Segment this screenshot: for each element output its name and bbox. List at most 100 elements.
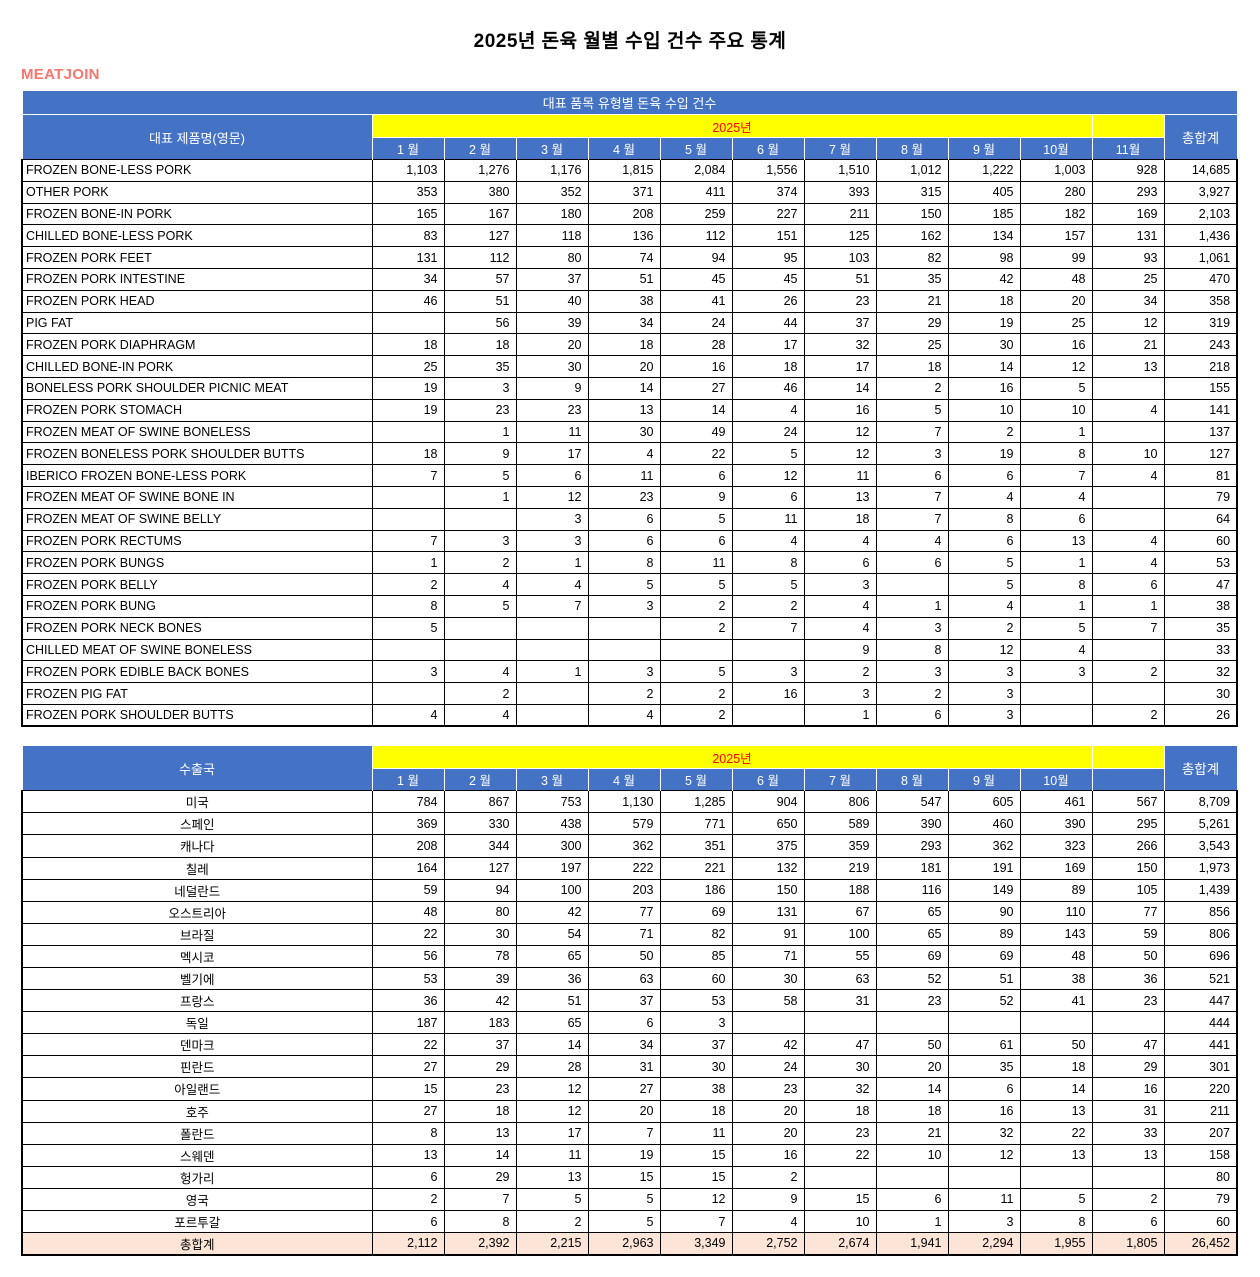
value-cell: 63 — [803, 966, 877, 991]
value-cell: 7 — [443, 1187, 517, 1212]
value-cell: 42 — [443, 989, 517, 1013]
value-cell: 34 — [371, 267, 445, 291]
value-cell: 23 — [515, 398, 589, 422]
value-cell: 188 — [803, 878, 877, 902]
row-total-cell: 211 — [1163, 1099, 1238, 1123]
table-row: FROZEN MEAT OF SWINE BONE IN 1 12 23 9 6 13 7 4 4… — [21, 485, 1239, 509]
value-cell: 29 — [875, 311, 949, 335]
value-cell: 3 — [947, 1209, 1021, 1234]
table-row: CHILLED BONE-LESS PORK 83 127 118 136 112 151 1… — [21, 224, 1239, 248]
value-cell: 18 — [1019, 1055, 1093, 1079]
value-cell: 12 — [515, 1077, 589, 1101]
year-band-extra-cell — [1091, 114, 1165, 138]
table-row: 멕시코 56 78 65 50 85 71 55 69 69 48 50 696 — [21, 944, 1238, 968]
value-cell: 30 — [515, 355, 589, 378]
value-cell: 8 — [731, 551, 805, 575]
value-cell: 6 — [731, 485, 805, 509]
value-cell: 186 — [659, 878, 733, 902]
table-row: FROZEN PIG FAT 2 2 2 16 3 2 3 30 — [21, 682, 1239, 705]
value-cell: 2,215 — [515, 1232, 589, 1256]
value-cell: 351 — [659, 834, 733, 858]
value-cell: 15 — [803, 1187, 877, 1212]
value-cell: 315 — [875, 180, 949, 204]
value-cell: 6 — [371, 1165, 445, 1189]
row-name-cell: 벨기에 — [21, 966, 373, 991]
row-total-cell: 60 — [1163, 1209, 1238, 1234]
value-cell: 3 — [875, 660, 949, 684]
row-name-cell: 오스트리아 — [21, 900, 373, 924]
value-cell: 14 — [947, 355, 1021, 378]
row-total-cell: 14,685 — [1163, 159, 1239, 182]
row-name-cell: FROZEN MEAT OF SWINE BONELESS — [21, 420, 373, 444]
value-cell: 344 — [443, 834, 517, 858]
value-cell: 7 — [875, 507, 949, 531]
value-cell: 23 — [803, 289, 877, 313]
table-row: FROZEN BONELESS PORK SHOULDER BUTTS 18 9 17… — [21, 442, 1239, 466]
table-row: FROZEN PORK FEET 131 112 80 74 94 95 103 82 98 99 9… — [21, 246, 1239, 269]
value-cell: 65 — [515, 944, 589, 968]
table-row: FROZEN PORK INTESTINE 34 57 37 51 45 45 51 35 42 4… — [21, 267, 1239, 291]
value-cell: 11 — [731, 507, 805, 531]
value-cell: 52 — [947, 989, 1021, 1013]
value-cell: 69 — [875, 944, 949, 968]
table-row: FROZEN MEAT OF SWINE BONELESS 1 11 30 49 24 12… — [21, 420, 1239, 444]
value-cell: 59 — [1091, 922, 1165, 946]
value-cell: 330 — [443, 812, 517, 836]
value-cell: 4 — [803, 529, 877, 553]
value-cell: 3 — [443, 529, 517, 553]
value-cell — [1019, 703, 1093, 728]
row-total-cell: 53 — [1163, 551, 1239, 575]
year-band: 2025년 — [371, 114, 1093, 138]
value-cell: 71 — [731, 944, 805, 968]
table-row: 브라질 22 30 54 71 82 91 100 65 89 143 59 806 — [21, 922, 1238, 946]
table-row: 폴란드 8 13 17 7 11 20 23 21 32 22 33 207 — [21, 1121, 1238, 1145]
row-total-cell: 32 — [1163, 660, 1239, 684]
value-cell: 1 — [1019, 551, 1093, 575]
value-cell: 30 — [947, 333, 1021, 357]
value-cell: 2 — [371, 573, 445, 596]
value-cell: 91 — [731, 922, 805, 946]
value-cell: 6 — [659, 464, 733, 487]
row-name-cell: FROZEN PORK STOMACH — [21, 398, 373, 422]
row-name-cell: 독일 — [21, 1011, 373, 1035]
value-cell: 23 — [731, 1077, 805, 1101]
value-cell: 10 — [1091, 442, 1165, 466]
value-cell: 42 — [947, 267, 1021, 291]
value-cell: 183 — [443, 1011, 517, 1035]
value-cell: 13 — [1091, 1143, 1165, 1167]
month-header: 3 월 — [515, 768, 589, 791]
value-cell: 38 — [1019, 966, 1093, 991]
value-cell: 1 — [443, 420, 517, 444]
value-cell: 20 — [515, 333, 589, 357]
value-cell: 411 — [659, 180, 733, 204]
value-cell: 7 — [875, 485, 949, 509]
value-cell: 71 — [587, 922, 661, 946]
value-cell: 60 — [659, 966, 733, 991]
value-cell: 1,176 — [515, 159, 589, 182]
value-cell: 4 — [803, 616, 877, 640]
value-cell: 34 — [587, 311, 661, 335]
value-cell: 293 — [875, 834, 949, 858]
value-cell: 51 — [803, 267, 877, 291]
value-cell: 5 — [587, 1187, 661, 1212]
value-cell: 180 — [515, 202, 589, 226]
value-cell: 1,815 — [587, 159, 661, 182]
value-cell: 1 — [515, 660, 589, 684]
value-cell: 2,294 — [947, 1232, 1021, 1256]
value-cell: 1 — [1019, 420, 1093, 444]
value-cell: 82 — [875, 246, 949, 269]
value-cell: 22 — [1019, 1121, 1093, 1145]
value-cell: 2 — [947, 616, 1021, 640]
row-total-cell: 2,103 — [1163, 202, 1239, 226]
row-name-cell: 브라질 — [21, 922, 373, 946]
value-cell: 65 — [875, 900, 949, 924]
value-cell: 6 — [875, 703, 949, 728]
row-name-cell: 칠레 — [21, 856, 373, 880]
row-name-cell: FROZEN PORK BUNG — [21, 594, 373, 618]
value-cell: 9 — [659, 485, 733, 509]
value-cell: 4 — [371, 703, 445, 728]
value-cell: 8 — [443, 1209, 517, 1234]
value-cell: 31 — [1091, 1099, 1165, 1123]
value-cell: 27 — [659, 376, 733, 400]
value-cell: 29 — [443, 1055, 517, 1079]
